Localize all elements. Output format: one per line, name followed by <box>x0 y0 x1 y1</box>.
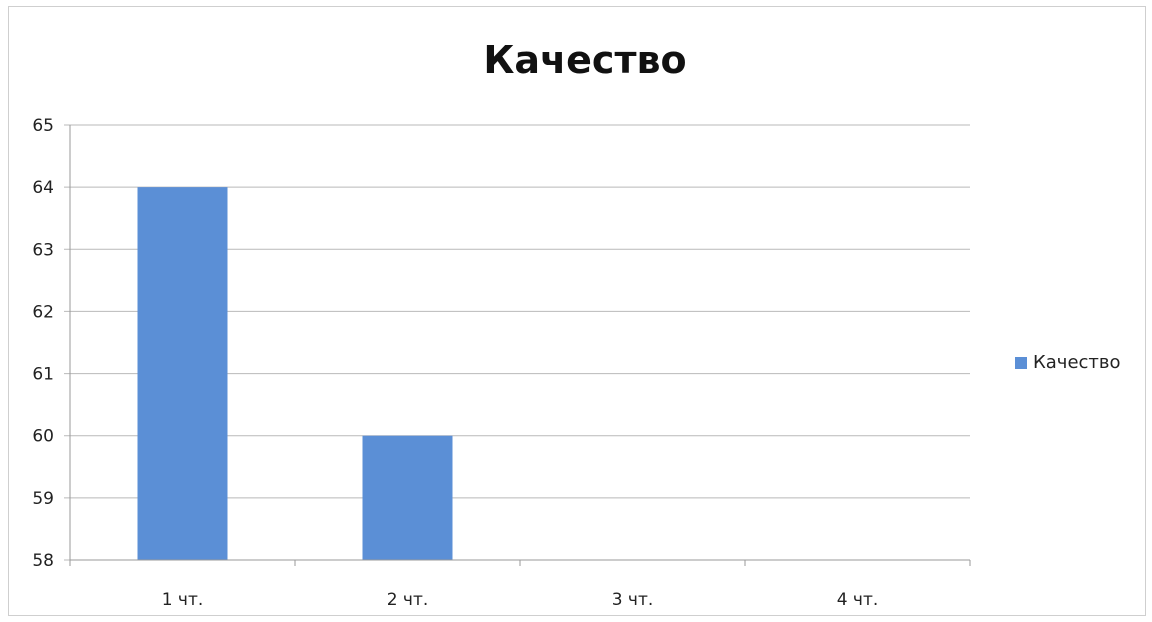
chart-title: Качество <box>483 38 687 82</box>
legend: Качество <box>1015 352 1121 373</box>
x-tick-label-1: 1 чт. <box>162 590 204 610</box>
x-tick-labels: 1 чт. 2 чт. 3 чт. 4 чт. <box>162 590 879 610</box>
bar-1 <box>137 187 228 560</box>
y-tick-label-62: 62 <box>32 302 54 322</box>
x-tick-label-2: 2 чт. <box>387 590 429 610</box>
axes <box>69 125 971 566</box>
y-tick-label-61: 61 <box>32 365 54 385</box>
bar-2 <box>362 435 453 560</box>
legend-label: Качество <box>1033 352 1121 373</box>
y-tick-label-60: 60 <box>32 427 54 447</box>
x-tick-label-3: 3 чт. <box>612 590 654 610</box>
y-tick-label-59: 59 <box>32 489 54 509</box>
y-tick-label-65: 65 <box>32 116 54 136</box>
y-tick-label-63: 63 <box>32 240 54 260</box>
y-tick-label-58: 58 <box>32 551 54 571</box>
x-tick-label-4: 4 чт. <box>837 590 879 610</box>
y-tick-label-64: 64 <box>32 178 54 198</box>
bars <box>137 187 453 560</box>
legend-swatch <box>1015 356 1027 369</box>
y-tick-labels: 58 59 60 61 62 63 64 65 <box>32 116 54 571</box>
